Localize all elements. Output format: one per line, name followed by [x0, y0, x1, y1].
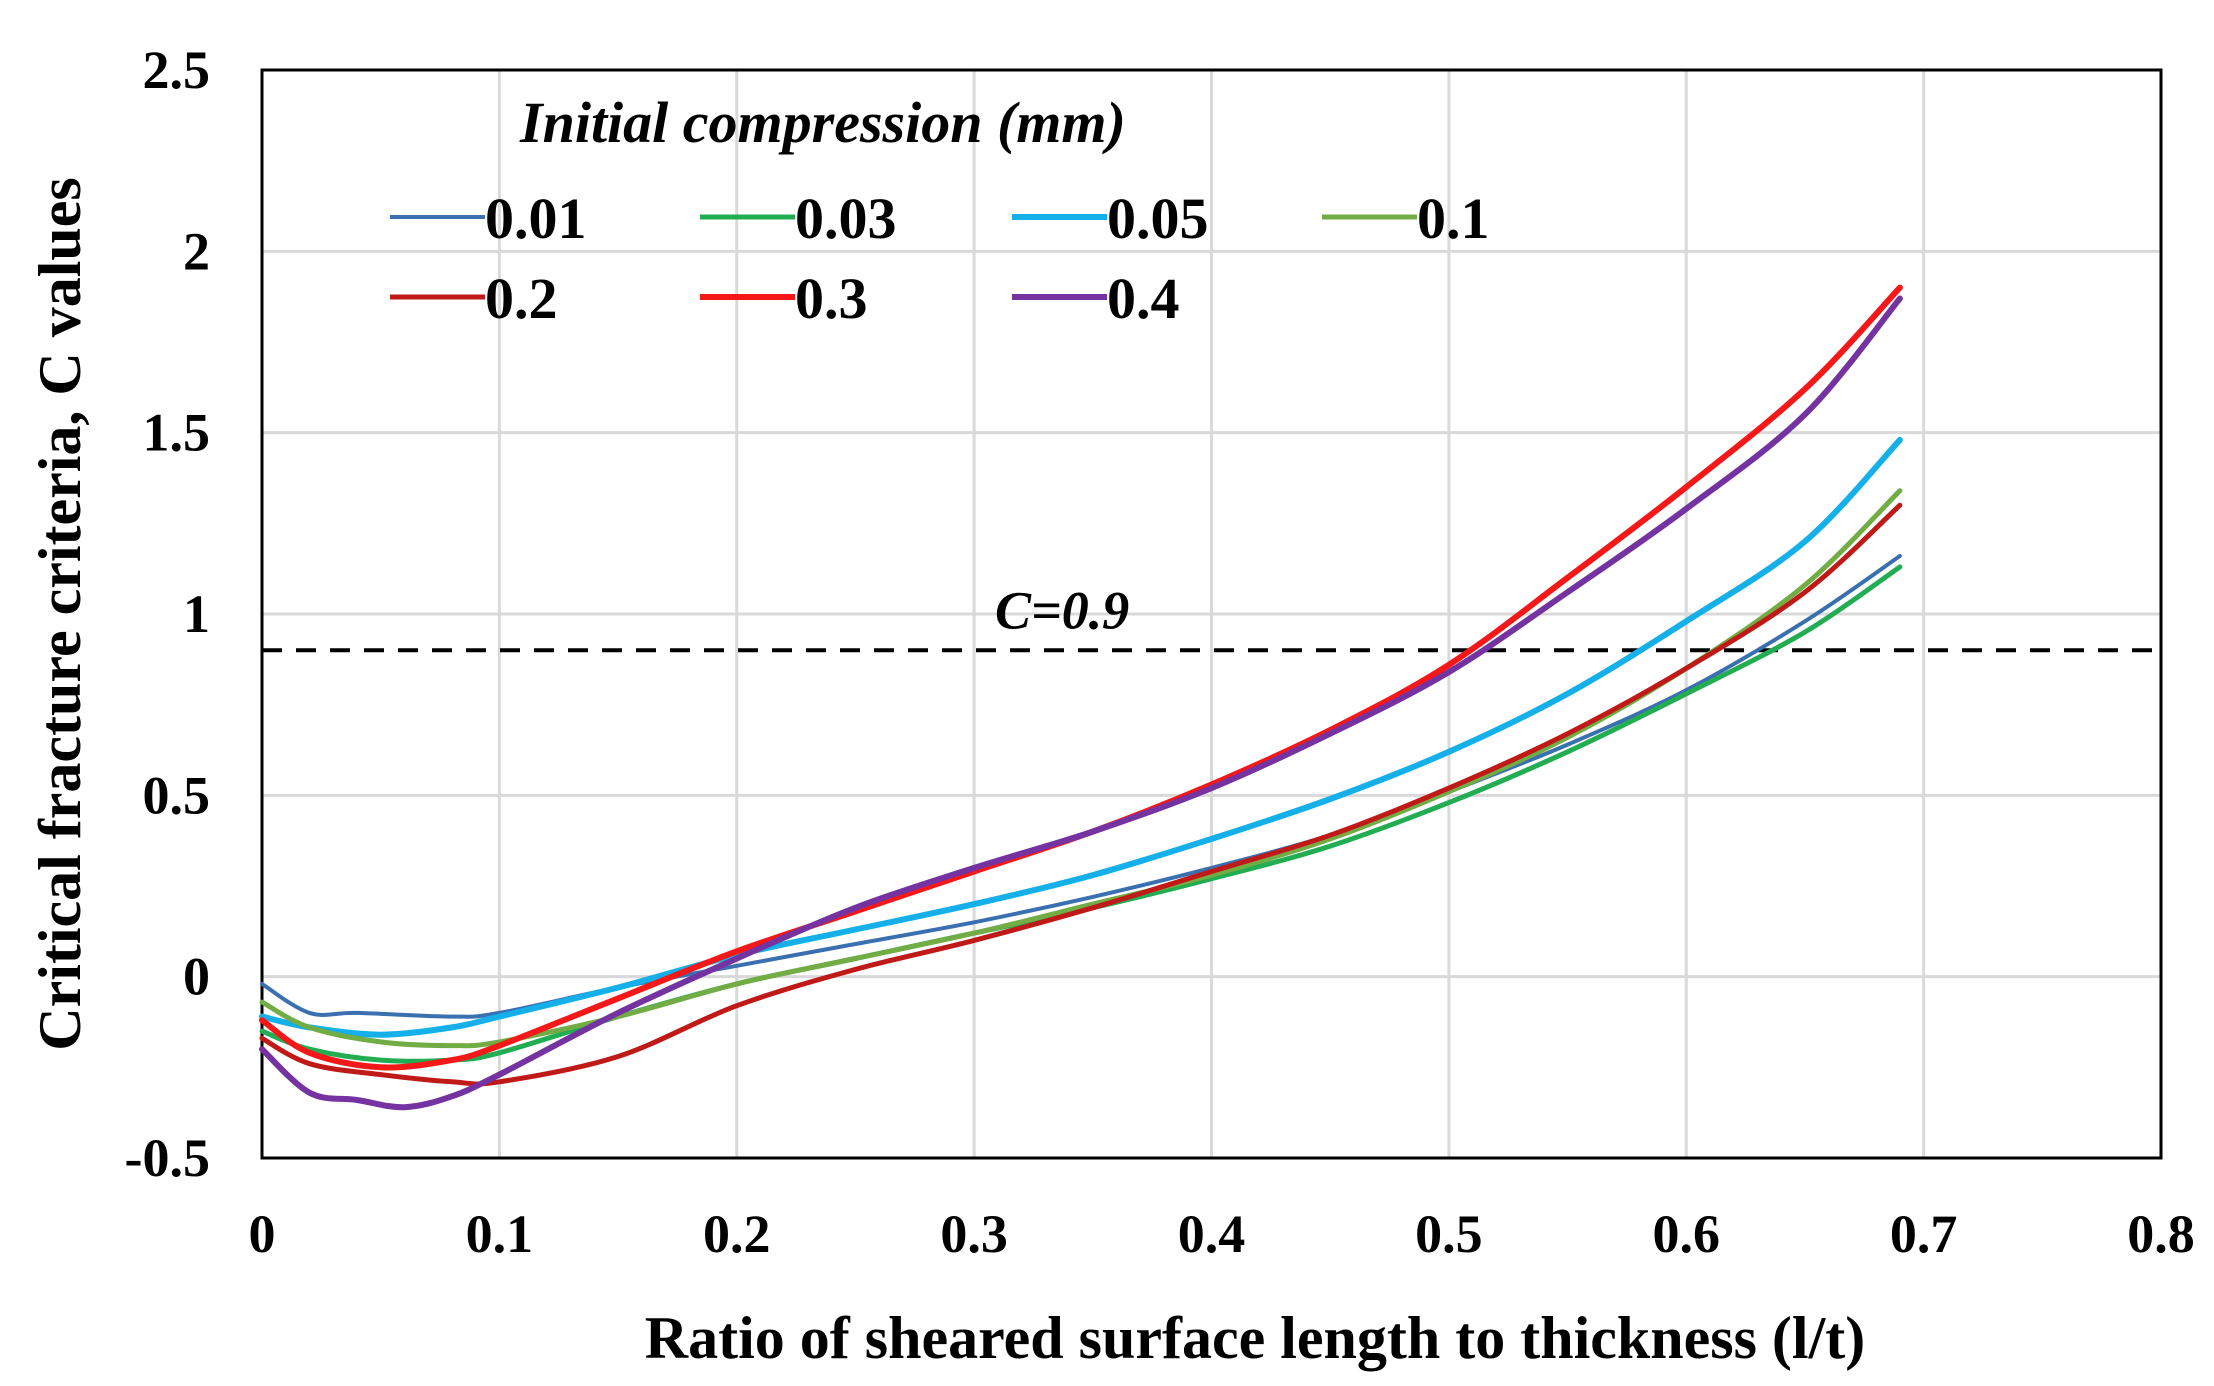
legend-label: 0.2 [485, 266, 558, 331]
legend-label: 0.4 [1107, 266, 1180, 331]
tick-labels: 0 0.1 0.2 0.3 0.4 0.5 0.6 0.7 0.8 -0.5 0 0.5 1 1.5 2 2.… [125, 40, 2195, 1264]
x-tick-label: 0.3 [940, 1204, 1008, 1264]
legend-title: Initial compression (mm) [519, 90, 1126, 155]
y-tick-label: 1.5 [143, 403, 211, 463]
reference-line-label: C=0.9 [995, 580, 1129, 640]
x-tick-label: 0.2 [703, 1204, 771, 1264]
legend-label: 0.05 [1107, 186, 1209, 251]
legend-label: 0.03 [795, 186, 897, 251]
series-line-0-05 [259, 436, 1903, 1038]
legend-label: 0.1 [1417, 186, 1490, 251]
legend: Initial compression (mm) 0.01 0.03 0.05 0.1… [390, 90, 1490, 331]
series-line-0-01 [260, 554, 1902, 1019]
x-tick-label: 0.7 [1890, 1204, 1958, 1264]
y-tick-label: 1 [183, 584, 210, 644]
y-tick-label: -0.5 [125, 1128, 210, 1188]
x-tick-label: 0.8 [2127, 1204, 2195, 1264]
series-group [259, 284, 1903, 1111]
plot-area-frame [260, 68, 2163, 1160]
legend-label: 0.01 [485, 186, 587, 251]
x-tick-label: 0.5 [1415, 1204, 1483, 1264]
reference-line-group: C=0.9 [262, 580, 2161, 653]
y-tick-label: 2.5 [143, 40, 211, 100]
y-tick-label: 0.5 [143, 765, 211, 825]
series-line-0-4 [259, 295, 1903, 1111]
x-tick-label: 0 [249, 1204, 276, 1264]
y-tick-label: 2 [183, 221, 210, 281]
series-line-0-1 [259, 488, 1903, 1049]
series-line-0-3 [259, 284, 1903, 1071]
x-tick-label: 0.4 [1178, 1204, 1246, 1264]
y-tick-label: 0 [183, 947, 210, 1007]
y-axis-label: Critical fracture criteria, C values [27, 177, 93, 1051]
x-tick-label: 0.6 [1653, 1204, 1721, 1264]
x-axis-label: Ratio of sheared surface length to thick… [645, 1305, 1865, 1371]
x-tick-label: 0.1 [466, 1204, 534, 1264]
series-line-0-2 [259, 502, 1903, 1087]
legend-label: 0.3 [795, 266, 868, 331]
